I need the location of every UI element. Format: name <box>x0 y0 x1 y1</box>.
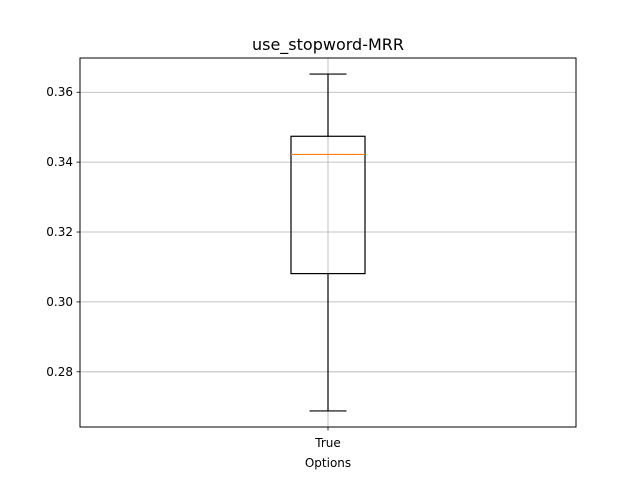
y-tick-label: 0.30 <box>46 295 73 309</box>
box-series <box>290 73 366 412</box>
y-tick-label: 0.32 <box>46 225 73 239</box>
y-axis-ticks: 0.28 0.30 0.32 0.34 0.36 <box>46 85 80 379</box>
y-tick-label: 0.36 <box>46 85 73 99</box>
y-tick-label: 0.28 <box>46 365 73 379</box>
box-iqr <box>290 135 366 275</box>
y-tick-label: 0.34 <box>46 155 73 169</box>
x-tick-label: True <box>314 436 341 450</box>
x-axis-ticks: True <box>314 427 341 450</box>
chart-title: use_stopword-MRR <box>252 35 404 55</box>
x-axis-label: Options <box>305 456 351 470</box>
